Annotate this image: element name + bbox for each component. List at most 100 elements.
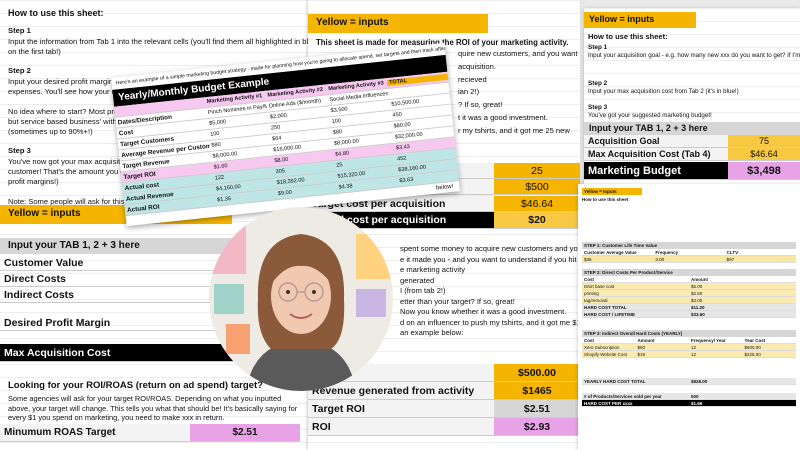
mini-row: HARD COST / LIFETIME $33.60: [582, 311, 796, 318]
mini-cell: # of Products/Services sold per year: [584, 393, 662, 399]
row-label: Revenue generated from activity: [312, 384, 475, 397]
mini-row: Cost Amount Frequency/ Year Year Cost: [582, 337, 796, 344]
row-label: Indirect Costs: [0, 288, 232, 303]
text-line: ? If so, great!: [458, 100, 503, 110]
roas-label: Minumum ROAS Target: [4, 427, 116, 438]
step-line: profit margins!): [8, 177, 59, 186]
row-label: Marketing Budget: [588, 164, 681, 177]
row-label: Max Acquisition Cost: [0, 344, 250, 362]
mini-cell: $97: [726, 256, 735, 262]
text-line: r my tshirts, and it got me 25 new: [458, 125, 570, 135]
mini-row: YEARLY HARD COST TOTAL $828.00: [582, 378, 796, 385]
step-heading: Step 2: [588, 80, 608, 87]
step-heading: STEP 3: Indirect Overall Hard Costs (YEA…: [582, 330, 796, 337]
row-value: 75: [728, 135, 800, 147]
mini-cell: 500: [691, 393, 699, 399]
mini-cell: $11.20: [691, 304, 705, 310]
mini-row: # of Products/Services sold per year 500: [582, 393, 796, 400]
text-line: d on an influencer to push my tshirts, a…: [400, 317, 580, 327]
mini-cell: YEARLY HARD COST TOTAL: [584, 378, 646, 384]
row-label: Desired Profit Margin: [0, 316, 232, 331]
table-row: Acquisition Goal 75: [584, 135, 800, 148]
mini-cell: $50: [637, 344, 646, 350]
mini-cell: Frequency/ Year: [691, 337, 726, 343]
mini-cell: $36: [584, 256, 592, 262]
right-sheet: Yellow = inputs How to use this sheet: S…: [584, 8, 800, 184]
row-label: Direct Costs: [0, 272, 232, 287]
table-row: ROI $2.93: [308, 418, 580, 436]
table-row: Revenue generated from activity $1465: [308, 382, 580, 400]
mini-cell: 12: [691, 351, 697, 357]
step-line: You've now got your max acquisition cost: [8, 157, 147, 166]
mini-row: tshirt base cost $5.00: [582, 283, 796, 290]
step-heading: Step 2: [8, 66, 31, 75]
table-row: Actual cost per acquisition $20: [308, 212, 580, 229]
text-line: spent some money to acquire new customer…: [400, 244, 580, 253]
step-line: expenses. You'll see how your marketing: [8, 87, 145, 96]
step-line: (sometimes up to 90%+!): [8, 127, 93, 136]
text-line: e marketing activity: [400, 265, 465, 274]
mini-cell: CLTV: [726, 249, 739, 255]
text-line: etter than your target? If so, great!: [400, 296, 515, 306]
table-row: Target ROI $2.51: [308, 400, 580, 418]
roas-text: Some agencies will ask for your target R…: [8, 394, 298, 422]
text-bottom: spent some money to acquire new customer…: [400, 244, 580, 339]
step-line: but service based business' with low ove: [8, 117, 145, 126]
mini-cell: Customer Average Value: [584, 249, 637, 255]
text-line: an example below:: [400, 328, 464, 337]
legend: Yellow = inputs: [584, 12, 696, 28]
row-value: $1465: [494, 382, 580, 399]
step-line: No idea where to start? Most product-b: [8, 107, 140, 116]
table-header: Input your TAB 1, 2 + 3 here: [0, 238, 232, 254]
mini-cell: 3.00: [655, 256, 665, 262]
row-value: $2.93: [494, 418, 580, 435]
step-heading: Step 3: [8, 146, 31, 155]
mini-cell: HARD COST TOTAL: [584, 304, 627, 310]
mini-cell: Cost: [584, 337, 594, 343]
text-line: generated: [400, 275, 435, 285]
table-row: activity$500.00: [308, 364, 580, 382]
row-label: ROI: [312, 420, 331, 433]
intro: This sheet is made for measuring the ROI…: [316, 38, 569, 47]
mini-cell: tshirt base cost: [584, 283, 615, 289]
spacer: [582, 385, 796, 393]
mini-cell: Shopify Website Cost: [584, 351, 627, 357]
mini-row: Customer Average Value Frequency CLTV: [582, 249, 796, 256]
text-line: t it was a good investment.: [458, 112, 548, 122]
step-text: You've got your suggested marketing budg…: [588, 112, 712, 119]
step-line: Note: Some people will ask for this as a…: [8, 197, 160, 206]
mini-cell: printing: [584, 290, 599, 296]
mini-row: $36 3.00 $97: [582, 256, 796, 263]
step-heading: Step 1: [8, 26, 31, 35]
step-heading: Step 1: [588, 44, 608, 51]
mini-cell: $5.00: [691, 283, 703, 289]
mini-cell: $19: [637, 351, 646, 357]
mini-cell: HARD COST PER xxxx: [584, 400, 633, 406]
mini-row: Cost Amount: [582, 276, 796, 283]
title: How to use this sheet:: [588, 32, 668, 41]
text-top: quire new customers, and you want to acqu…: [458, 48, 580, 138]
text-line: e it made you - and you want to understa…: [400, 254, 580, 264]
mini-row: Shopify Website Cost $19 12 $228.00: [582, 351, 796, 358]
spacer: [582, 358, 796, 378]
row-value: $2.51: [494, 400, 580, 417]
mini-cell: Amount: [637, 337, 655, 343]
mini-cell: $2.50: [691, 290, 703, 296]
mini-cell: $600.00: [744, 344, 761, 350]
step-line: customer! That's the amount you don't wa: [8, 167, 149, 176]
step-line: Input the information from Tab 1 into th…: [8, 37, 312, 46]
mini-cell: Cost: [584, 276, 594, 282]
text-line: acquisition.: [458, 61, 496, 71]
text-line: Now you know whether it was a good inves…: [400, 307, 567, 316]
mini-cell: Frequency: [655, 249, 679, 255]
step-heading: Step 3: [588, 104, 608, 111]
text-line: recieved: [458, 74, 487, 84]
row-label: Acquisition Goal: [588, 136, 660, 146]
row-value: $3,498: [728, 162, 800, 179]
roas-value: $2.51: [190, 424, 300, 441]
mini-cell: Amount: [691, 276, 708, 282]
row-value: 25: [494, 163, 580, 178]
presenter-photo: [209, 207, 393, 391]
mini-cell: $3.00: [691, 297, 703, 303]
